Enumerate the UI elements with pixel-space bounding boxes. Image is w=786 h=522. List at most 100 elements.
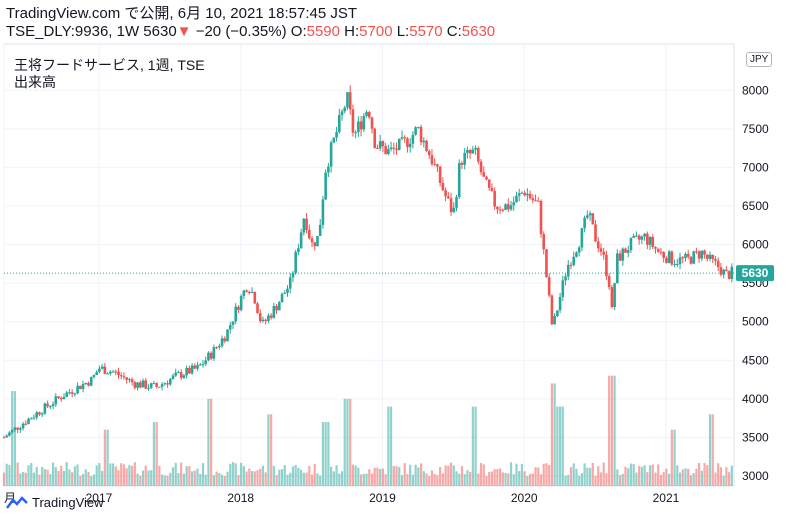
candle-body <box>133 382 137 388</box>
svg-text:5630: 5630 <box>742 266 769 280</box>
candle-body <box>32 417 36 419</box>
volume-bar <box>111 463 115 486</box>
volume-bar <box>439 467 442 486</box>
candle-body <box>599 248 603 252</box>
volume-bar <box>319 475 322 486</box>
candle-body <box>128 379 131 381</box>
candle-body <box>89 377 93 386</box>
volume-bar <box>62 470 66 486</box>
candle-body <box>722 269 725 275</box>
volume-bar <box>141 470 145 486</box>
candle-body <box>528 193 532 199</box>
volume-bar <box>169 472 172 486</box>
candle-body <box>457 162 461 197</box>
legend-volume: 出来高 <box>14 74 56 90</box>
volume-bar <box>624 466 627 486</box>
candle-body <box>294 251 297 273</box>
candle-body <box>588 213 592 216</box>
candle-body <box>395 148 398 150</box>
volume-bar <box>406 474 409 486</box>
volume-bar <box>616 469 619 486</box>
candle-body <box>474 148 477 150</box>
volume-bar <box>512 474 515 486</box>
candle-body <box>697 251 701 259</box>
volume-bar <box>648 465 652 486</box>
candle-body <box>318 224 322 236</box>
candle-body <box>569 264 573 266</box>
candle-body <box>248 291 251 293</box>
volume-bar <box>602 462 605 486</box>
ohlc-line: TSE_DLY:9936, 1W 5630▼ −20 (−0.35%) O:55… <box>6 23 495 41</box>
candle-body <box>607 276 611 288</box>
volume-bar <box>466 470 469 486</box>
volume-bar <box>520 463 524 486</box>
currency-button[interactable]: JPY <box>746 52 773 67</box>
candle-body <box>725 269 728 272</box>
volume-bar <box>703 463 706 486</box>
candle-body <box>204 360 208 365</box>
candle-body <box>122 376 126 378</box>
candle-body <box>705 254 709 259</box>
candle-body <box>226 329 229 342</box>
volume-bar <box>283 465 286 486</box>
y-tick-label: 6500 <box>742 199 769 213</box>
volume-bar <box>190 471 194 486</box>
volume-bar <box>673 429 676 486</box>
candle-body <box>610 287 614 307</box>
volume-bar <box>13 391 17 486</box>
y-tick-label: 7500 <box>742 122 769 136</box>
candle-body <box>477 148 480 162</box>
volume-bar <box>370 473 374 486</box>
volume-bar <box>343 398 346 486</box>
y-tick-label: 4000 <box>742 392 769 406</box>
candle-body <box>684 253 687 258</box>
candle-body <box>357 121 360 133</box>
volume-bar <box>335 465 338 486</box>
candle-body <box>583 217 586 229</box>
volume-bar <box>2 472 6 486</box>
volume-bar <box>133 462 136 486</box>
candle-body <box>198 364 202 366</box>
candle-body <box>626 250 630 253</box>
volume-bar <box>561 406 564 486</box>
volume-bar <box>553 383 556 486</box>
candle-body <box>38 412 41 415</box>
volume-bar <box>482 464 485 486</box>
footer-brand-label: TradingView <box>32 495 104 510</box>
volume-bar <box>35 466 38 486</box>
candle-body <box>329 142 333 167</box>
candle-body <box>397 138 401 150</box>
chart-legend: 王将フードサービス, 1週, TSE 出来高 <box>14 57 205 91</box>
candle-body <box>332 137 336 143</box>
volume-bar <box>646 472 649 486</box>
candle-body <box>57 396 60 398</box>
candle-body <box>534 200 537 202</box>
candle-body <box>414 127 417 135</box>
volume-bar <box>150 470 153 486</box>
volume-bar <box>526 475 529 486</box>
candle-body <box>35 412 39 418</box>
volume-bar <box>643 465 646 486</box>
candle-body <box>297 248 300 252</box>
volume-bar <box>504 473 507 486</box>
candle-body <box>463 152 466 165</box>
volume-bar <box>354 465 357 486</box>
candle-body <box>692 251 695 264</box>
candle-body <box>419 126 423 143</box>
candle-body <box>716 260 720 268</box>
candle-body <box>237 306 240 310</box>
candle-body <box>256 303 259 314</box>
volume-bar <box>463 474 466 486</box>
y-tick-label: 3500 <box>742 430 769 444</box>
candle-body <box>643 233 646 237</box>
volume-bar <box>651 464 654 486</box>
candle-body <box>596 241 600 249</box>
candle-body <box>536 200 540 202</box>
candle-body <box>278 302 281 311</box>
candle-body <box>174 372 178 376</box>
candle-body <box>29 418 33 420</box>
candle-body <box>193 365 197 369</box>
candle-body <box>209 352 213 359</box>
candle-body <box>269 315 273 318</box>
